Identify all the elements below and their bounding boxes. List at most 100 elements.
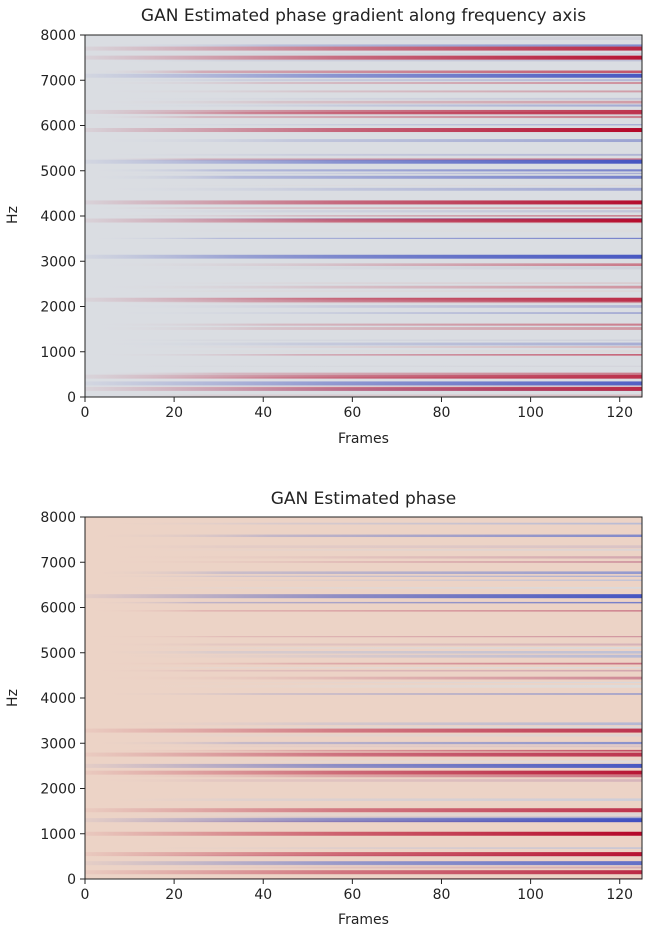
y-tick-label: 7000 (40, 73, 76, 89)
y-tick-label: 0 (67, 390, 76, 406)
y-axis-label: Hz (4, 689, 21, 707)
x-tick-label: 0 (81, 405, 90, 421)
x-tick-label: 20 (165, 405, 183, 421)
heatmap-background (85, 517, 642, 879)
heatmap-strong-band (85, 818, 642, 823)
heatmap-band (85, 172, 642, 175)
heatmap-band (85, 229, 642, 233)
heatmap-band (85, 79, 642, 82)
heatmap-band (85, 350, 642, 353)
y-tick-label: 6000 (40, 119, 76, 135)
heatmap-strong-band (85, 200, 642, 205)
heatmap-band (85, 52, 642, 55)
heatmap-cells (85, 37, 642, 397)
heatmap-strong-band (85, 386, 642, 391)
heatmap-band (85, 70, 642, 73)
heatmap-band (85, 327, 642, 330)
heatmap-band (85, 59, 642, 62)
heatmap-band (85, 394, 642, 397)
heatmap-band (85, 571, 642, 575)
heatmap-strong-band (85, 381, 642, 386)
heatmap-band (85, 760, 642, 763)
y-tick-label: 4000 (40, 691, 76, 707)
x-tick-label: 20 (165, 887, 183, 903)
heatmap-band (85, 726, 642, 729)
y-tick-label: 4000 (40, 209, 76, 225)
heatmap-strong-band (85, 374, 642, 379)
heatmap-band (85, 741, 642, 745)
x-tick-label: 40 (254, 887, 272, 903)
chart-title: GAN Estimated phase (270, 489, 457, 509)
y-tick-label: 1000 (40, 345, 76, 361)
heatmap-band (85, 215, 642, 217)
heatmap-band (85, 187, 642, 191)
heatmap-strong-band (85, 594, 642, 599)
heatmap-band (85, 207, 642, 209)
heatmap-band (85, 346, 642, 348)
heatmap-band (85, 44, 642, 47)
heatmap-band (85, 684, 642, 688)
heatmap-band (85, 104, 642, 107)
heatmap-band (85, 646, 642, 649)
heatmap-strong-band (85, 218, 642, 223)
heatmap-band (85, 575, 642, 577)
heatmap-band (85, 798, 642, 801)
heatmap-band (85, 676, 642, 680)
x-axis-label: Frames (338, 912, 389, 928)
heatmap-band (85, 775, 642, 778)
x-tick-label: 60 (343, 405, 361, 421)
heatmap-strong-band (85, 770, 642, 775)
heatmap-band (85, 312, 642, 314)
heatmap-band (85, 522, 642, 525)
heatmap-cells (85, 522, 642, 879)
y-tick-label: 5000 (40, 164, 76, 180)
x-tick-label: 80 (433, 405, 451, 421)
heatmap-band (85, 745, 642, 748)
heatmap-strong-band (85, 159, 642, 164)
heatmap-band (85, 561, 642, 563)
y-axis-label: Hz (4, 206, 21, 224)
heatmap-chart-phase-gradient: 0 20 40 60 80 100 120 0 1000 2000 3000 4000 5000 6000… (40, 28, 643, 421)
heatmap-band (85, 184, 642, 187)
heatmap-band (85, 282, 642, 284)
heatmap-strong-band (85, 808, 642, 813)
heatmap-band (85, 100, 642, 104)
heatmap-band (85, 722, 642, 726)
heatmap-band (85, 339, 642, 341)
heatmap-band (85, 222, 642, 224)
y-tick-label: 6000 (40, 601, 76, 617)
heatmap-band (85, 779, 642, 782)
x-tick-label: 120 (606, 887, 633, 903)
heatmap-strong-band (85, 728, 642, 733)
chart-panel-phase: GAN Estimated phase 0 20 40 60 80 100 120 0 1000… (0, 480, 670, 942)
heatmap-band (85, 37, 642, 40)
heatmap-band (85, 237, 642, 240)
heatmap-band (85, 693, 642, 695)
heatmap-band (85, 667, 642, 669)
heatmap-band (85, 866, 642, 869)
y-tick-label: 2000 (40, 782, 76, 798)
heatmap-strong-band (85, 763, 642, 768)
heatmap-band (85, 556, 642, 559)
y-tick-label: 3000 (40, 254, 76, 270)
x-tick-label: 100 (517, 887, 544, 903)
heatmap-band (85, 266, 642, 270)
heatmap-strong-band (85, 128, 642, 133)
heatmap-strong-band (85, 254, 642, 259)
heatmap-band (85, 372, 642, 375)
y-tick-label: 2000 (40, 300, 76, 316)
x-tick-label: 40 (254, 405, 272, 421)
heatmap-band (85, 734, 642, 737)
heatmap-band (85, 847, 642, 849)
heatmap-band (85, 365, 642, 367)
heatmap-strong-band (85, 55, 642, 60)
heatmap-band (85, 669, 642, 672)
heatmap-band (85, 175, 642, 179)
y-tick-label: 8000 (40, 510, 76, 526)
y-tick-label: 7000 (40, 555, 76, 571)
heatmap-band (85, 812, 642, 816)
heatmap-band (85, 342, 642, 346)
y-tick-label: 3000 (40, 736, 76, 752)
heatmap-band (85, 139, 642, 143)
heatmap-band (85, 285, 642, 289)
